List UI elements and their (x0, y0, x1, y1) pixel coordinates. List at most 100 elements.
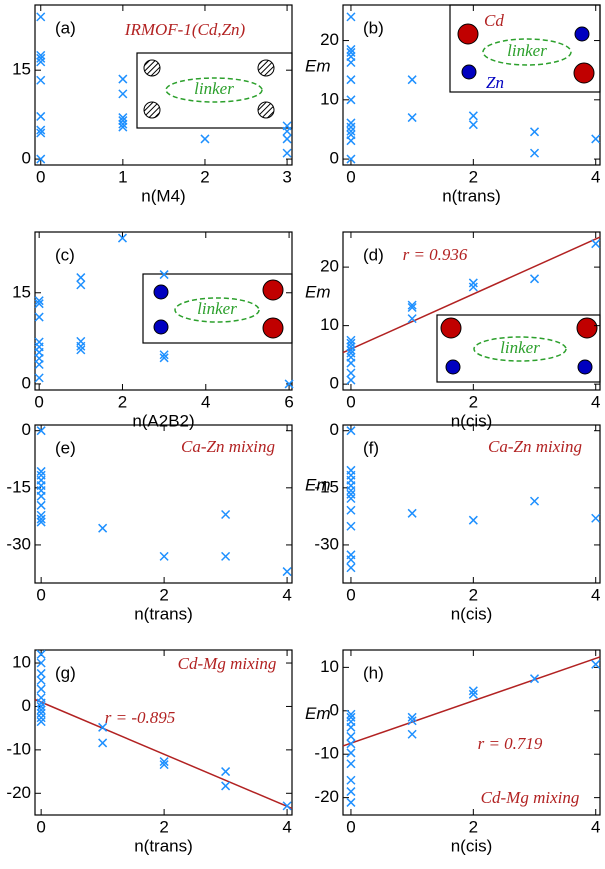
fit-line (34, 698, 293, 810)
point (36, 466, 46, 476)
point (36, 53, 46, 63)
point (346, 342, 356, 352)
point (346, 375, 356, 385)
panel: 0 2 4 10 0 -10 -20 n(cis) Em (h) r = 0.719 Cd-Mg mi… (305, 649, 601, 855)
y-axis-label: Em (305, 282, 331, 301)
point (407, 75, 417, 85)
point (36, 57, 46, 67)
inset-label: linker (507, 41, 547, 60)
point (529, 496, 540, 506)
metal-site (143, 59, 161, 77)
point (118, 113, 128, 123)
point (591, 134, 601, 144)
point (36, 491, 46, 501)
x-tick-label: 4 (591, 585, 600, 604)
x-tick-label: 0 (36, 817, 45, 836)
y-tick-label: -10 (314, 744, 339, 763)
point (36, 698, 46, 708)
point (346, 748, 356, 758)
point (346, 775, 356, 785)
plot-frame (34, 231, 293, 391)
metal-site (262, 279, 284, 301)
point (36, 154, 46, 164)
x-axis-label: n(A2B2) (132, 411, 194, 430)
x-axis-label: n(cis) (451, 604, 493, 623)
point (36, 510, 46, 520)
metal-site (262, 317, 284, 339)
point (407, 300, 417, 310)
annotation: r = 0.936 (403, 245, 468, 264)
point (36, 75, 46, 85)
metal-site (577, 359, 593, 375)
x-tick-label: 4 (591, 392, 600, 411)
x-tick-label: 0 (36, 167, 45, 186)
plot-frame (342, 424, 601, 584)
y-tick-label: 20 (320, 30, 339, 49)
x-tick-label: 0 (36, 585, 45, 604)
y-tick-label: -15 (314, 477, 339, 496)
metal-site (574, 26, 590, 42)
point (118, 116, 128, 126)
y-tick-label: -15 (6, 477, 31, 496)
point (36, 514, 46, 524)
annotation: r = 0.719 (478, 734, 543, 753)
point (159, 353, 169, 363)
panel-label: (g) (55, 663, 76, 682)
point (282, 126, 292, 136)
x-axis-label: n(M4) (141, 186, 185, 205)
x-tick-label: 4 (282, 585, 291, 604)
point (36, 717, 46, 727)
point (36, 517, 46, 527)
x-axis-label: n(trans) (134, 836, 193, 855)
point (346, 563, 356, 573)
y-axis-label: Em (305, 704, 331, 723)
panel: 0 2 4 0 -15 -30 n(trans) (e) Ca-Zn mixing (6, 420, 293, 623)
point (346, 136, 356, 146)
linker-ellipse (174, 297, 260, 323)
point (221, 509, 231, 520)
x-tick-label: 6 (284, 392, 293, 411)
point (159, 350, 169, 360)
y-tick-label: 0 (330, 149, 339, 168)
panel: linker 0 1 2 3 0 15 n(M4) (a) IRMOF-1(Cd,Zn) (12, 4, 293, 205)
point (468, 689, 478, 699)
point (346, 709, 356, 719)
plot-frame (342, 4, 601, 166)
point (346, 759, 356, 769)
point (346, 358, 356, 368)
y-tick-label: 0 (330, 374, 339, 393)
y-tick-label: 10 (12, 653, 31, 672)
panel-label: (f) (363, 438, 379, 457)
point (346, 787, 356, 797)
point (346, 555, 356, 565)
y-tick-label: -30 (314, 534, 339, 553)
y-tick-label: 0 (22, 696, 31, 715)
x-tick-label: 4 (591, 167, 600, 186)
point (346, 426, 356, 436)
x-tick-label: 2 (159, 585, 168, 604)
y-tick-label: -10 (6, 739, 31, 758)
point (468, 686, 478, 696)
y-axis-label: Em (305, 56, 331, 75)
annotation: Cd-Mg mixing (178, 654, 277, 673)
point (98, 523, 108, 533)
point (468, 120, 478, 130)
x-axis-label: n(trans) (134, 604, 193, 623)
point (346, 154, 356, 164)
x-tick-label: 2 (200, 167, 209, 186)
point (118, 122, 128, 132)
x-tick-label: 4 (591, 817, 600, 836)
linker-ellipse (482, 38, 572, 66)
panel: 0 2 4 10 0 -10 -20 n(trans) (g) Cd-Mg mixing r = -… (6, 649, 293, 855)
inset-label: linker (500, 338, 540, 357)
y-tick-label: 15 (12, 282, 31, 301)
point (36, 658, 46, 668)
metal-site (153, 284, 169, 300)
point (346, 731, 356, 741)
point (159, 757, 169, 767)
point (36, 701, 46, 711)
point (36, 668, 46, 678)
plot-frame (34, 4, 293, 166)
metal-site (573, 62, 595, 84)
